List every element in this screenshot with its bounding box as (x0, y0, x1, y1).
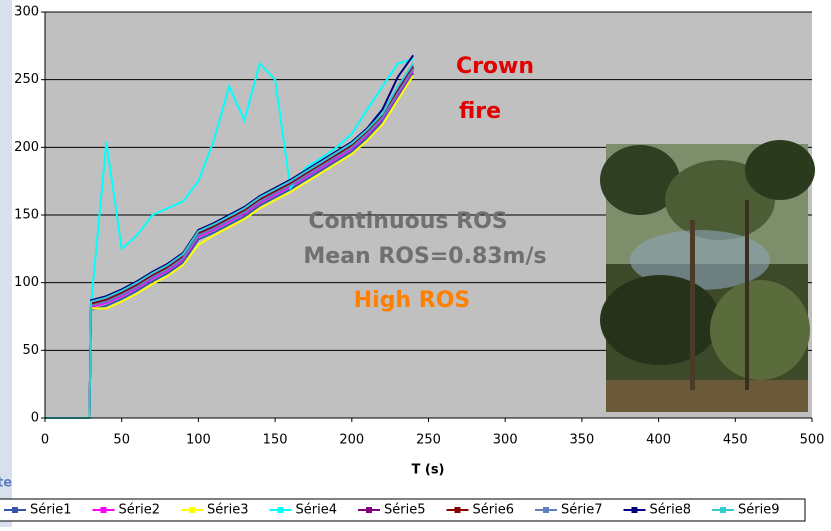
legend-label: Série2 (119, 503, 160, 518)
x-axis-title: T (s) (411, 463, 444, 478)
legend-marker (277, 507, 284, 513)
x-tick-label: 450 (723, 433, 748, 448)
x-tick-label: 350 (569, 433, 594, 448)
legend-marker (720, 507, 726, 513)
legend-marker (631, 507, 638, 513)
annotation: Mean ROS=0.83m/s (303, 244, 546, 269)
series-line (45, 69, 415, 419)
forest-photo (600, 140, 815, 412)
legend-marker (543, 507, 549, 513)
x-tick-label: 400 (646, 433, 671, 448)
x-tick-label: 250 (416, 433, 441, 448)
y-tick-label: 0 (31, 411, 39, 426)
edge-text: te (0, 476, 12, 491)
series-line (45, 75, 415, 419)
x-tick-label: 500 (800, 433, 825, 448)
legend-label: Série8 (650, 503, 691, 518)
y-tick-label: 50 (22, 343, 39, 358)
x-tick-label: 50 (113, 433, 130, 448)
legend-marker (366, 507, 372, 513)
legend-label: Série6 (473, 503, 514, 518)
x-tick-label: 300 (493, 433, 518, 448)
x-tick-label: 200 (339, 433, 364, 448)
series-line (45, 65, 415, 419)
legend-label: Série7 (561, 503, 602, 518)
x-tick-label: 150 (263, 433, 288, 448)
y-tick-label: 200 (14, 140, 39, 155)
series-line (45, 68, 415, 419)
series-line (45, 54, 414, 419)
legend-marker (454, 507, 461, 513)
left-strip (0, 0, 12, 527)
y-tick-label: 300 (14, 5, 39, 20)
y-tick-label: 250 (14, 72, 39, 87)
series-line (45, 62, 414, 419)
legend-label: Série9 (738, 503, 779, 518)
annotation: fire (459, 99, 501, 124)
x-tick-label: 0 (41, 433, 49, 448)
legend-label: Série5 (384, 503, 425, 518)
legend-marker (100, 507, 107, 513)
annotation: Continuous ROS (308, 209, 507, 234)
annotation: High ROS (354, 288, 471, 313)
legend-marker (12, 507, 18, 513)
legend-marker (189, 507, 195, 513)
x-tick-label: 100 (186, 433, 211, 448)
legend-label: Série1 (30, 503, 71, 518)
y-tick-label: 150 (14, 208, 39, 223)
legend-label: Série3 (207, 503, 248, 518)
legend-label: Série4 (296, 503, 337, 518)
y-tick-label: 100 (14, 275, 39, 290)
annotation: Crown (456, 54, 534, 79)
series-line (45, 66, 415, 419)
series-line (45, 58, 414, 419)
legend (0, 498, 806, 522)
